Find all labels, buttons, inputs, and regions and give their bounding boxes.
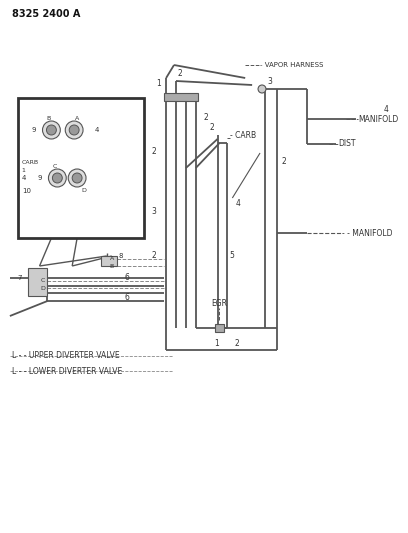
Bar <box>18 98 144 238</box>
Text: L - - UPPER DIVERTER VALVE: L - - UPPER DIVERTER VALVE <box>12 351 120 360</box>
Text: L - - LOWER DIVERTER VALVE: L - - LOWER DIVERTER VALVE <box>12 367 122 376</box>
Circle shape <box>47 125 56 135</box>
Circle shape <box>52 173 62 183</box>
Text: B: B <box>109 263 114 269</box>
Bar <box>164 93 198 101</box>
Text: 3: 3 <box>151 206 156 215</box>
Text: 10: 10 <box>22 188 31 194</box>
Text: 2: 2 <box>282 157 286 166</box>
Text: 2: 2 <box>235 338 239 348</box>
Bar <box>101 256 117 266</box>
Text: 4: 4 <box>22 175 26 181</box>
Text: 2: 2 <box>209 124 214 133</box>
Text: 5: 5 <box>229 252 234 261</box>
Text: - CARB: - CARB <box>231 131 257 140</box>
Text: A: A <box>109 256 114 262</box>
Text: D: D <box>41 286 45 290</box>
Text: DIST: DIST <box>338 140 356 149</box>
Circle shape <box>69 125 79 135</box>
Text: 4: 4 <box>235 198 240 207</box>
Text: CARB: CARB <box>22 159 39 165</box>
Text: - - MANIFOLD: - - MANIFOLD <box>342 229 392 238</box>
Text: 9: 9 <box>31 127 36 133</box>
Text: 1: 1 <box>22 167 26 173</box>
Text: 2: 2 <box>151 147 156 156</box>
Bar <box>215 324 224 332</box>
Text: D: D <box>81 188 86 192</box>
Text: 6: 6 <box>124 273 129 282</box>
Text: B: B <box>47 116 51 120</box>
Circle shape <box>68 169 86 187</box>
Text: 2: 2 <box>177 69 182 77</box>
Text: - VAPOR HARNESS: - VAPOR HARNESS <box>260 62 324 68</box>
Text: 4: 4 <box>384 104 388 114</box>
Text: 7: 7 <box>18 275 22 281</box>
Text: EGR: EGR <box>212 298 228 308</box>
Text: 1: 1 <box>214 338 219 348</box>
Circle shape <box>49 169 66 187</box>
Text: 8: 8 <box>119 253 123 259</box>
Circle shape <box>72 173 82 183</box>
Bar <box>28 268 47 296</box>
Text: 2: 2 <box>203 114 208 123</box>
Circle shape <box>42 121 60 139</box>
Text: 3: 3 <box>267 77 272 85</box>
Text: C: C <box>41 279 45 284</box>
Text: A: A <box>75 116 79 120</box>
Text: 8325 2400 A: 8325 2400 A <box>12 9 80 19</box>
Text: C: C <box>52 164 57 168</box>
Circle shape <box>258 85 266 93</box>
Text: 9: 9 <box>37 175 42 181</box>
Text: 4: 4 <box>95 127 99 133</box>
Text: 1: 1 <box>156 78 161 87</box>
Text: 6: 6 <box>124 294 129 303</box>
Text: 2: 2 <box>151 252 156 261</box>
Circle shape <box>65 121 83 139</box>
Text: MANIFOLD: MANIFOLD <box>358 115 398 124</box>
